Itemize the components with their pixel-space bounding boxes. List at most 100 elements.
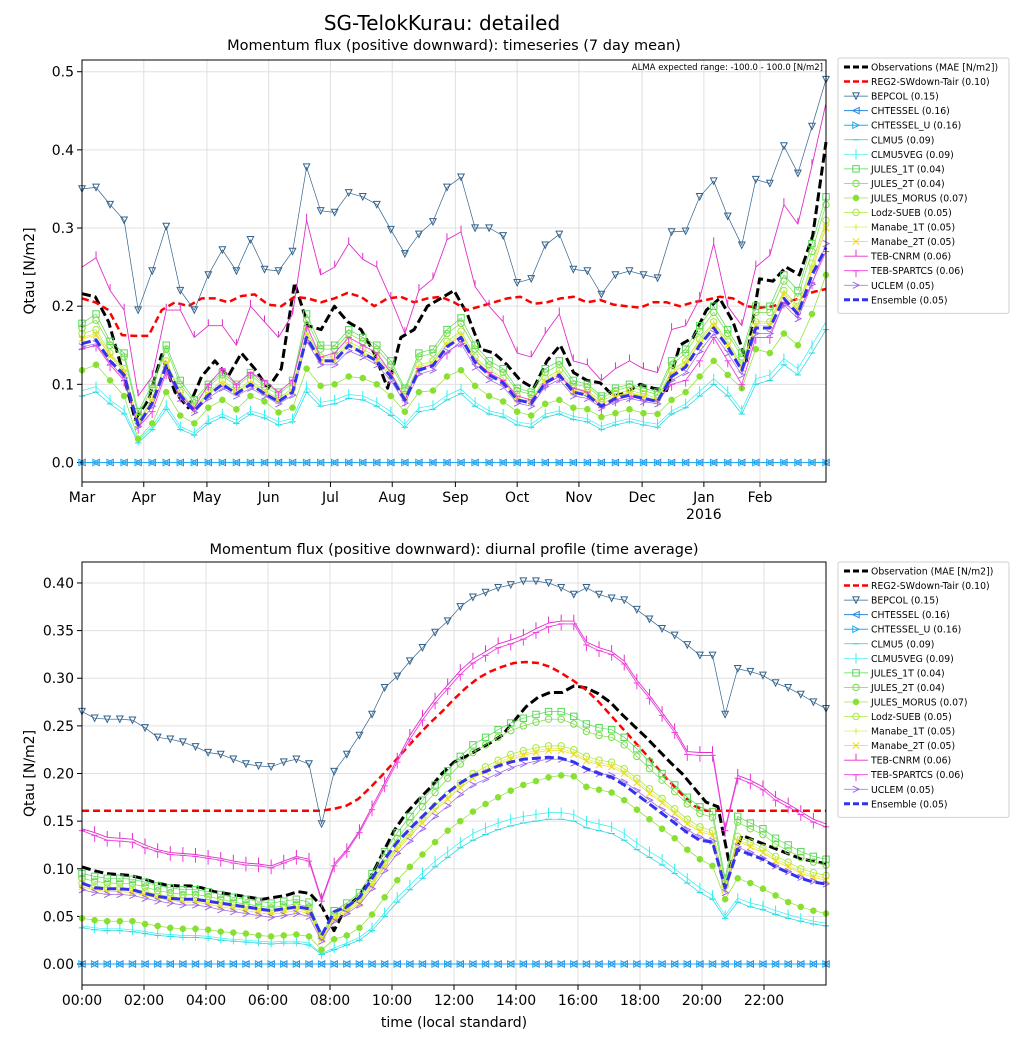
series-13 [81,614,827,900]
data-point [709,862,716,870]
data-point [429,366,438,374]
data-point [759,854,768,862]
data-point [499,368,507,377]
data-point [499,398,507,405]
data-point [670,631,679,640]
data-point [471,458,480,467]
y-tick-label: 0.1 [52,377,74,393]
data-point [557,772,565,779]
data-point [583,783,590,791]
legend-item: Observations (MAE [N/m2]) [844,63,998,74]
data-point [646,796,654,804]
data-point [406,863,414,871]
data-point [681,458,690,467]
data-point [519,760,528,768]
data-point [482,800,489,808]
data-point [682,388,689,396]
data-point [204,857,212,865]
data-point [116,917,124,925]
data-point [471,382,479,390]
data-point [229,960,238,969]
legend-marker [852,698,860,706]
data-point [507,719,515,727]
legend-item: TEB-CNRM (0.06) [844,249,951,263]
data-point [359,374,367,382]
data-point [141,960,150,969]
data-point [751,175,760,184]
data-point [204,903,213,911]
data-point [784,867,793,876]
data-point [620,741,628,749]
bottom-chart-title: Momentum flux (positive downward): diurn… [209,542,698,558]
data-point [78,343,87,351]
data-point [255,932,262,939]
data-point [128,960,137,969]
series-0 [81,684,827,933]
data-point [780,330,788,337]
data-point [190,408,199,417]
x-tick-label: Dec [629,490,656,506]
data-point [317,382,324,390]
data-point [359,353,368,361]
data-point [274,458,283,467]
data-point [780,458,789,467]
data-point [569,265,578,274]
data-point [359,333,367,342]
data-point [431,781,439,789]
legend-label: REG2-SWdown-Tair (0.10) [871,77,990,88]
data-point [316,207,325,216]
data-point [92,458,101,467]
data-point [696,960,705,969]
data-point [513,386,521,395]
legend-label: TEB-SPARTCS (0.06) [870,770,964,781]
legend-marker [852,194,860,202]
data-point [582,720,591,728]
data-point [162,458,171,467]
data-point [527,388,535,396]
legend-label: UCLEM (0.05) [871,785,934,796]
data-point [418,644,427,653]
data-point [106,364,114,372]
data-point [345,373,353,380]
data-point [752,308,760,317]
y-tick-label: 0.30 [43,671,74,687]
data-point [759,789,767,797]
data-point [822,240,831,248]
data-point [305,933,313,940]
y-tick-label: 0.4 [52,143,74,159]
data-point [91,916,98,924]
data-point [317,361,325,369]
data-point [667,228,676,237]
data-point [519,751,527,759]
data-point [393,849,402,858]
data-point [671,809,679,818]
data-point [431,807,439,815]
data-point [611,458,620,467]
data-point [544,715,553,723]
data-point [721,888,730,897]
data-point [734,818,742,826]
series-line [81,274,827,440]
data-point [681,227,690,236]
series-16 [81,246,828,427]
data-point [710,322,718,330]
data-point [557,584,566,593]
data-point [569,392,578,400]
data-point [532,632,540,639]
data-point [597,458,606,467]
data-point [499,232,508,241]
data-point [401,408,409,415]
data-point [708,960,717,969]
data-point [230,862,237,870]
data-point [373,352,380,360]
data-point [569,458,578,467]
data-point [780,300,789,309]
data-point [759,830,767,839]
data-point [780,277,788,285]
data-point [724,371,732,379]
legend-label: BEPCOL (0.15) [871,596,939,607]
data-point [148,458,157,467]
legend-label: Manabe_2T (0.05) [871,741,955,752]
data-point [176,458,185,467]
legend-item: CHTESSEL_U (0.16) [844,625,961,636]
